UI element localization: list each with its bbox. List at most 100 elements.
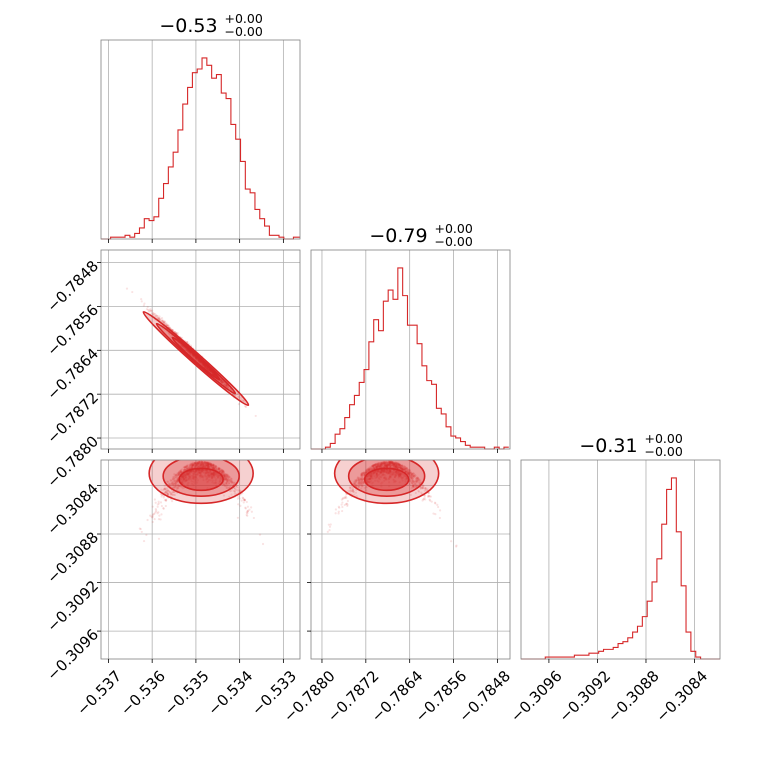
sample-point [394,466,397,469]
sample-point [159,318,162,322]
sample-point [411,480,414,483]
sample-point [224,478,227,481]
sample-point [225,474,229,478]
sample-point [176,478,179,482]
sample-point [399,464,402,468]
sample-point [233,482,236,485]
sample-point [158,317,161,321]
sample-point [210,466,213,469]
sample-point [401,468,404,471]
sample-point [412,480,415,483]
sample-point [411,472,414,476]
sample-point [193,462,197,465]
sample-point [176,484,180,487]
sample-point [193,462,196,465]
sample-point [352,480,356,484]
histogram-p1 [101,57,300,240]
sample-point [388,462,391,466]
sample-point [204,461,207,465]
sample-point [194,463,198,466]
sample-point [199,463,202,467]
sample-point [394,465,397,468]
sample-point [348,486,351,489]
sample-point [344,495,347,498]
sample-point [341,505,344,509]
sample-point [412,476,415,479]
sample-point [226,385,229,388]
sample-point [395,463,398,466]
sample-point [186,465,189,468]
sample-point [403,469,407,472]
sample-point [142,304,145,307]
sample-point [392,462,395,465]
sample-point [409,479,412,482]
sample-point [140,530,143,534]
sample-point [172,484,175,487]
sample-point [409,477,412,481]
sample-point [362,481,365,484]
sample-point [170,492,173,495]
sample-point [389,460,392,464]
sample-point [363,473,366,476]
sample-point [173,479,176,482]
sample-point [412,481,415,484]
sample-point [202,463,205,467]
sample-point [193,463,196,466]
sample-point [358,481,361,484]
sample-point [203,462,206,465]
sample-point [359,478,362,481]
sample-point [164,487,167,490]
sample-point [240,396,243,399]
sample-point [183,466,186,469]
sample-point [387,460,391,463]
sample-point [213,464,217,467]
sample-point [163,484,166,487]
sample-point [391,461,394,464]
sample-point [199,465,203,468]
sample-point [382,463,385,466]
sample-point [165,323,169,327]
sample-point [351,487,354,491]
sample-point [403,465,406,468]
sample-point [237,503,240,506]
sample-point [226,481,230,484]
sample-point [166,493,170,496]
sample-point [191,463,194,466]
sample-point [176,481,180,484]
sample-point [406,470,409,473]
sample-point [195,462,198,465]
sample-point [413,481,416,484]
sample-point [168,333,172,336]
sample-point [156,314,159,318]
sample-point [408,468,411,471]
sample-point [229,480,232,483]
sample-point [169,493,172,496]
sample-point [398,465,401,469]
sample-point [392,461,395,465]
sample-point [202,465,205,468]
sample-point [156,503,159,506]
sample-point [355,484,358,487]
sample-point [198,465,201,468]
sample-point [395,465,398,469]
sample-point [178,484,181,487]
sample-point [221,483,225,486]
sample-point [398,466,401,469]
sample-point [202,462,205,465]
sample-point [237,395,241,398]
sample-point [400,467,403,470]
sample-point [175,479,179,483]
sample-point [206,462,210,465]
sample-point [356,476,359,479]
sample-point [224,383,227,386]
sample-point [201,462,204,465]
sample-point [219,379,223,382]
sample-point [223,476,226,479]
sample-point [208,465,211,468]
sample-point [212,464,215,468]
sample-point [215,465,218,469]
sample-point [394,461,397,464]
sample-point [168,326,171,329]
sample-point [417,490,421,493]
sample-point [174,484,177,487]
